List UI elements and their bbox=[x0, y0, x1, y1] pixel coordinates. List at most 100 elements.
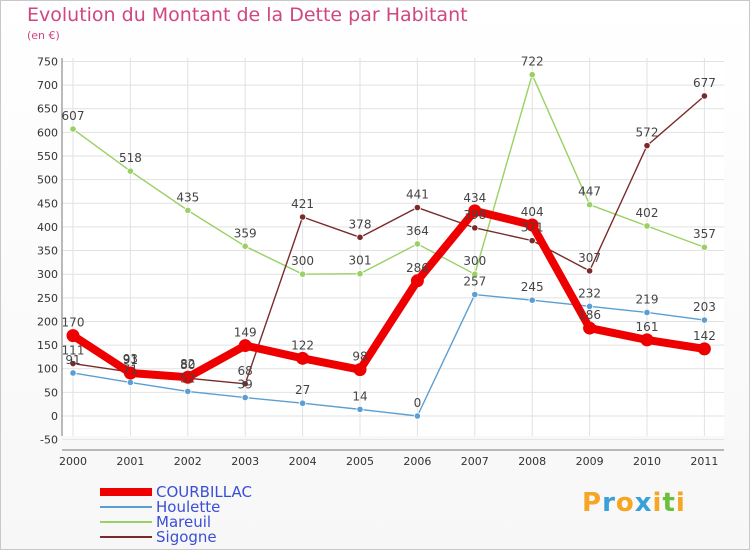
y-tick-label: 750 bbox=[37, 55, 58, 68]
x-tick-label: 2000 bbox=[59, 455, 87, 468]
legend-swatch bbox=[100, 506, 152, 508]
data-point bbox=[356, 270, 364, 278]
data-point bbox=[298, 399, 307, 407]
logo-letter: x bbox=[634, 488, 653, 518]
y-tick-label: -50 bbox=[40, 434, 58, 447]
x-tick-label: 2002 bbox=[174, 455, 202, 468]
data-label: 300 bbox=[291, 254, 314, 268]
data-point bbox=[585, 201, 594, 209]
data-label: 91 bbox=[65, 353, 80, 367]
data-point bbox=[356, 405, 364, 413]
data-point bbox=[583, 321, 597, 335]
data-label: 98 bbox=[352, 350, 367, 364]
y-tick-label: 350 bbox=[37, 245, 58, 258]
logo-letter: r bbox=[602, 488, 616, 518]
x-tick-label: 2005 bbox=[346, 455, 374, 468]
y-tick-label: 700 bbox=[37, 79, 58, 92]
data-label: 307 bbox=[578, 251, 601, 265]
data-label: 371 bbox=[521, 221, 544, 235]
data-label: 435 bbox=[176, 190, 199, 204]
x-tick-label: 2006 bbox=[403, 455, 431, 468]
data-label: 80 bbox=[180, 358, 195, 372]
data-point bbox=[184, 206, 192, 214]
data-label: 14 bbox=[352, 389, 367, 403]
data-label: 91 bbox=[123, 353, 138, 367]
legend-label: Sigogne bbox=[156, 528, 217, 546]
data-label: 359 bbox=[234, 226, 257, 240]
data-point bbox=[353, 363, 367, 377]
legend-swatch bbox=[100, 536, 152, 538]
x-tick-label: 2010 bbox=[633, 455, 661, 468]
data-label: 219 bbox=[636, 292, 659, 306]
data-point bbox=[697, 342, 711, 356]
data-label: 39 bbox=[238, 378, 253, 392]
data-label: 572 bbox=[636, 126, 659, 140]
y-tick-label: 0 bbox=[51, 410, 58, 423]
y-tick-label: 550 bbox=[37, 150, 58, 163]
x-tick-label: 2011 bbox=[690, 455, 718, 468]
data-point bbox=[471, 224, 479, 232]
data-label: 71 bbox=[123, 362, 138, 376]
data-label: 441 bbox=[406, 188, 429, 202]
data-point bbox=[471, 290, 479, 299]
data-label: 245 bbox=[521, 280, 544, 294]
data-label: 722 bbox=[521, 55, 544, 69]
y-tick-label: 300 bbox=[37, 268, 58, 281]
data-label: 111 bbox=[62, 344, 85, 358]
data-point bbox=[238, 339, 252, 353]
plot-area bbox=[62, 58, 724, 436]
data-label: 27 bbox=[295, 383, 310, 397]
data-point bbox=[184, 387, 192, 396]
series-line-houlette bbox=[72, 293, 705, 417]
chart-title: Evolution du Montant de la Dette par Hab… bbox=[27, 4, 468, 26]
data-label: 300 bbox=[463, 254, 486, 268]
x-tick-label: 2003 bbox=[231, 455, 259, 468]
data-point bbox=[643, 308, 651, 317]
legend-label: Mareuil bbox=[156, 513, 212, 531]
data-point bbox=[413, 203, 421, 212]
y-tick-label: 600 bbox=[37, 126, 58, 139]
y-tick-label: 650 bbox=[37, 103, 58, 116]
legend-swatch bbox=[100, 521, 152, 523]
data-label: 677 bbox=[693, 76, 716, 90]
data-label: 203 bbox=[693, 300, 716, 314]
logo-letter: t bbox=[662, 488, 676, 518]
y-tick-label: 150 bbox=[37, 339, 58, 352]
data-point bbox=[241, 393, 249, 402]
x-tick-label: 2001 bbox=[116, 455, 144, 468]
data-point bbox=[700, 316, 709, 324]
data-point bbox=[413, 240, 421, 248]
logo-letter: i bbox=[652, 488, 663, 518]
data-point bbox=[585, 302, 594, 310]
data-point bbox=[471, 270, 479, 278]
data-point bbox=[126, 167, 134, 175]
y-tick-label: 250 bbox=[37, 292, 58, 305]
series-line-mareuil bbox=[72, 74, 705, 275]
chart-unit: (en €) bbox=[27, 29, 60, 42]
legend-swatch bbox=[100, 488, 152, 496]
data-point bbox=[123, 366, 137, 380]
data-point bbox=[69, 369, 77, 377]
x-tick-label: 2004 bbox=[289, 455, 317, 468]
data-label: 378 bbox=[349, 217, 372, 231]
data-label: 149 bbox=[234, 326, 257, 340]
data-label: 82 bbox=[180, 357, 195, 371]
data-label: 232 bbox=[578, 286, 601, 300]
data-point bbox=[700, 92, 709, 100]
data-label: 0 bbox=[414, 396, 422, 410]
data-label: 161 bbox=[636, 320, 659, 334]
data-point bbox=[585, 267, 594, 275]
data-point bbox=[640, 333, 654, 347]
logo-letter: P bbox=[582, 488, 603, 518]
y-tick-label: 200 bbox=[37, 315, 58, 328]
data-label: 447 bbox=[578, 185, 601, 199]
data-label: 52 bbox=[180, 371, 195, 385]
y-tick-label: 500 bbox=[37, 174, 58, 187]
legend-label: Houlette bbox=[156, 498, 221, 516]
legend-label: COURBILLAC bbox=[156, 483, 252, 501]
y-tick-label: 100 bbox=[37, 363, 58, 376]
data-label: 142 bbox=[693, 329, 716, 343]
x-tick-label: 2008 bbox=[518, 455, 546, 468]
data-label: 402 bbox=[636, 206, 659, 220]
data-point bbox=[413, 412, 421, 420]
